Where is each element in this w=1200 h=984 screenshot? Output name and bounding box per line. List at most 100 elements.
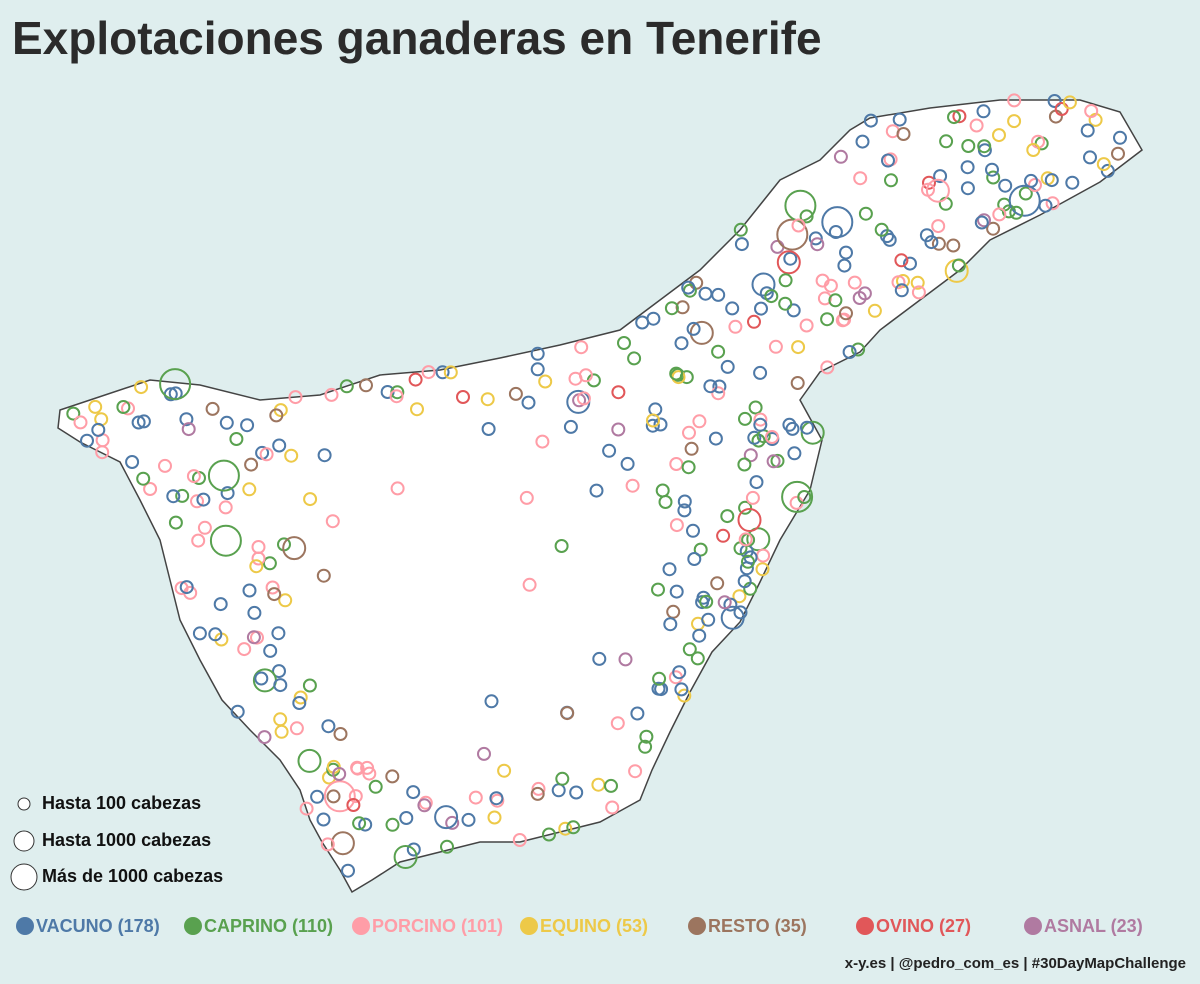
farm-point [666,604,681,619]
farm-point [654,682,669,697]
farm-point [693,542,708,557]
category-legend-label: PORCINO (101) [372,916,503,936]
farm-point [669,366,684,381]
farm-point [257,730,272,745]
farm-point [728,319,743,334]
farm-point [220,486,235,501]
farm-point [828,293,843,308]
farm-point [440,839,454,854]
farm-point [508,386,523,401]
category-legend-symbol [520,917,538,935]
farm-point [316,812,331,827]
category-legend-symbol [16,917,34,935]
farm-point [711,386,726,401]
category-legend-label: EQUINO (53) [540,916,648,936]
farm-point [699,594,714,609]
farm-point [682,425,696,440]
farm-point [734,237,749,252]
farm-point [359,378,373,393]
farm-point [800,420,814,435]
farm-point [931,219,946,234]
farm-point [1008,184,1041,217]
farm-point [743,448,758,463]
farm-point [725,301,740,316]
category-legend-label: RESTO (35) [708,916,807,936]
farm-point [911,285,926,300]
farm-point [799,209,814,224]
farm-point [273,678,288,693]
farm-point [720,359,735,374]
farm-point [477,746,491,761]
farm-point [339,379,354,394]
farm-point [675,300,690,315]
size-legend-label: Hasta 100 cabezas [42,793,201,813]
farm-point [179,412,194,427]
farm-point [703,379,718,394]
farm-point [922,175,936,190]
farm-point [325,514,340,529]
farm-point [271,626,286,641]
farm-point [592,651,607,666]
farm-point [710,576,725,591]
farm-point [682,642,697,657]
farm-point [269,408,284,423]
farm-point [776,218,809,251]
farm-point [739,561,754,576]
farm-point [1111,146,1125,161]
farm-points [66,93,1127,878]
farm-point [131,415,146,430]
farm-point [563,419,578,434]
farm-point [1028,178,1042,192]
farm-point [669,584,684,599]
farm-point [681,280,696,295]
farm-point [555,771,570,786]
farm-point [884,173,898,188]
farm-point [764,289,779,304]
farm-point [617,336,631,350]
farm-point [986,221,1001,236]
category-legend-symbol [688,917,706,935]
farm-point [179,580,194,595]
farm-point [664,301,679,316]
farm-point [302,678,317,693]
farm-point [484,694,499,709]
farm-point [931,236,946,251]
farm-point [299,801,314,816]
farm-point [230,704,245,719]
farm-point [961,139,976,153]
farm-point [851,342,866,357]
title: Explotaciones ganaderas en Tenerife [12,12,822,64]
farm-point [618,652,633,667]
farm-point [833,149,848,164]
farm-point [410,402,424,417]
farm-point [166,489,181,504]
farm-point [80,433,94,448]
farm-point [1065,175,1080,190]
farm-point [242,583,257,598]
farm-point [358,817,373,832]
farm-point [919,228,934,243]
farm-point [852,291,867,305]
farm-point [952,109,967,124]
farm-point [605,800,620,815]
farm-point [708,431,723,446]
farm-point [747,430,762,445]
farm-point [293,690,308,705]
farm-point [288,390,303,405]
farm-point [209,524,242,557]
farm-point [690,651,705,666]
farm-point [267,587,282,602]
farm-point [692,628,707,643]
farm-point [205,401,220,416]
farm-point [947,110,961,125]
farm-point [1062,95,1077,110]
farm-point [558,821,573,836]
farm-point [799,318,814,333]
farm-point [933,169,948,184]
farm-point [976,104,991,119]
farm-point [1080,123,1095,138]
farm-point [1084,104,1099,118]
farm-point [960,160,975,175]
farm-point [620,456,635,471]
farm-point [175,488,190,503]
